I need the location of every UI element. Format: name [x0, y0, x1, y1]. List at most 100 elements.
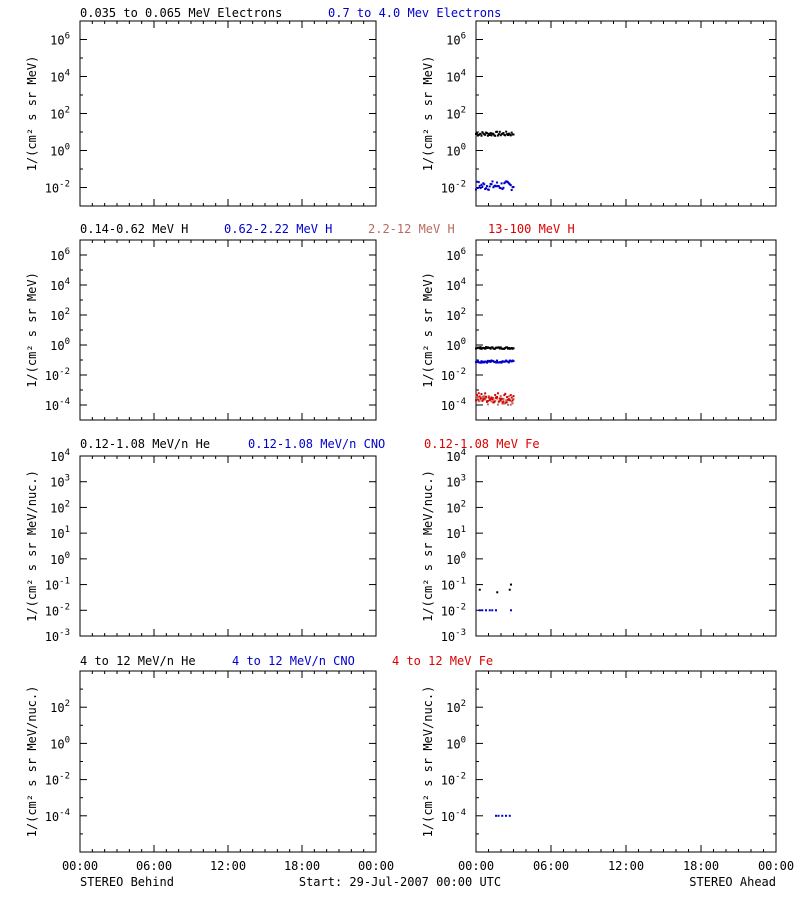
data-point — [478, 347, 481, 350]
y-axis-label: 1/(cm² s sr MeV) — [25, 272, 39, 388]
data-point — [489, 132, 492, 135]
y-tick-label: 104 — [446, 69, 466, 85]
y-tick-label: 103 — [50, 474, 70, 490]
y-tick-label: 10-2 — [441, 772, 466, 788]
data-point — [497, 346, 500, 349]
legend-row-4: 4 to 12 MeV/n He 4 to 12 MeV/n CNO 4 to 12… — [80, 654, 493, 668]
legend-entry: 0.62-2.22 MeV H — [224, 222, 332, 236]
data-point — [490, 396, 493, 399]
y-tick-label: 104 — [50, 277, 70, 293]
data-point — [498, 397, 501, 400]
data-point — [509, 403, 512, 406]
legend-row-2: 0.14-0.62 MeV H 0.62-2.22 MeV H 2.2-12 MeV… — [80, 222, 575, 236]
data-point — [486, 400, 489, 403]
data-point — [504, 392, 507, 395]
data-point — [506, 346, 509, 349]
data-point — [500, 361, 503, 364]
data-point — [496, 134, 499, 137]
data-point — [478, 395, 481, 398]
data-point — [508, 814, 511, 817]
data-point — [501, 188, 504, 191]
plot-frame — [79, 20, 377, 207]
y-tick-label: 10-2 — [441, 180, 466, 196]
data-point — [475, 132, 478, 135]
data-point — [476, 359, 479, 362]
data-point — [490, 134, 493, 137]
data-point — [481, 131, 484, 134]
data-point — [501, 401, 504, 404]
data-point — [509, 394, 512, 397]
data-point — [512, 185, 515, 188]
footer-left-caption: STEREO Behind — [80, 875, 174, 889]
data-point — [496, 395, 499, 398]
x-tick-label: 00:00 — [758, 859, 794, 873]
y-tick-label: 10-4 — [45, 808, 70, 824]
data-point — [510, 609, 512, 612]
y-tick-label: 100 — [50, 337, 70, 353]
plot-frame — [475, 455, 777, 637]
data-point — [495, 361, 498, 364]
data-point — [502, 400, 505, 403]
data-point — [492, 186, 495, 189]
x-tick-labels-left: 00:00 06:00 12:00 18:00 00:00 — [62, 859, 394, 873]
data-point — [476, 396, 479, 399]
data-point — [505, 130, 508, 133]
data-point — [481, 399, 484, 402]
data-point — [497, 400, 500, 403]
data-point — [479, 132, 482, 135]
data-point — [494, 400, 497, 403]
y-axis-label: 1/(cm² s sr MeV) — [421, 56, 435, 172]
x-tick-label: 18:00 — [683, 859, 719, 873]
data-point — [475, 188, 477, 191]
data-point — [491, 398, 494, 401]
y-tick-label: 102 — [50, 106, 70, 122]
data-point — [510, 189, 513, 192]
y-tick-label: 10-2 — [45, 367, 70, 383]
chart-panel-row-1-right: 10-2 100 102 104 106 1/(cm² s sr MeV) — [421, 20, 777, 207]
data-point — [478, 399, 481, 402]
series-0 — [475, 130, 515, 137]
data-point — [485, 185, 488, 188]
data-point — [507, 181, 510, 184]
data-point — [487, 188, 490, 191]
data-point — [494, 393, 497, 396]
y-axis-label: 1/(cm² s sr MeV/nuc.) — [421, 470, 435, 622]
data-point — [506, 396, 509, 399]
data-point — [500, 397, 503, 400]
legend-entry: 0.035 to 0.065 MeV Electrons — [80, 6, 282, 20]
data-point — [496, 591, 499, 594]
footer-right-caption: STEREO Ahead — [689, 875, 776, 889]
chart-panel-row-1-left: 10-2 100 102 104 106 1/(cm² s sr MeV) — [25, 20, 377, 207]
data-point — [483, 397, 486, 400]
y-tick-label: 102 — [446, 307, 466, 323]
y-tick-label: 10-2 — [45, 602, 70, 618]
legend-entry: 2.2-12 MeV H — [368, 222, 455, 236]
data-point — [495, 396, 498, 399]
y-tick-label: 102 — [446, 499, 466, 515]
data-point — [499, 399, 502, 402]
legend-entry: 4 to 12 MeV/n He — [80, 654, 196, 668]
data-point — [495, 185, 498, 188]
data-point — [480, 393, 483, 396]
x-tick-label: 12:00 — [608, 859, 644, 873]
chart-panel-row-2-right: 10-4 10-2 100 102 104 106 1/(cm² s sr MeV) — [421, 239, 777, 421]
data-point — [480, 183, 483, 186]
data-point — [499, 395, 502, 398]
data-point — [505, 399, 508, 402]
data-point — [497, 185, 500, 188]
y-tick-label: 104 — [50, 448, 70, 464]
data-point — [501, 814, 504, 817]
y-tick-label: 100 — [446, 143, 466, 159]
y-tick-label: 100 — [50, 735, 70, 751]
series-1 — [475, 359, 515, 364]
data-point — [505, 401, 508, 404]
legend-entry: 4 to 12 MeV/n CNO — [232, 654, 355, 668]
data-point — [507, 398, 510, 401]
data-point — [497, 814, 500, 817]
data-point — [487, 132, 490, 135]
data-point — [510, 583, 512, 586]
y-axis-label: 1/(cm² s sr MeV/nuc.) — [25, 686, 39, 838]
legend-entry: 0.12-1.08 MeV/n CNO — [248, 437, 385, 451]
data-point — [497, 133, 500, 136]
